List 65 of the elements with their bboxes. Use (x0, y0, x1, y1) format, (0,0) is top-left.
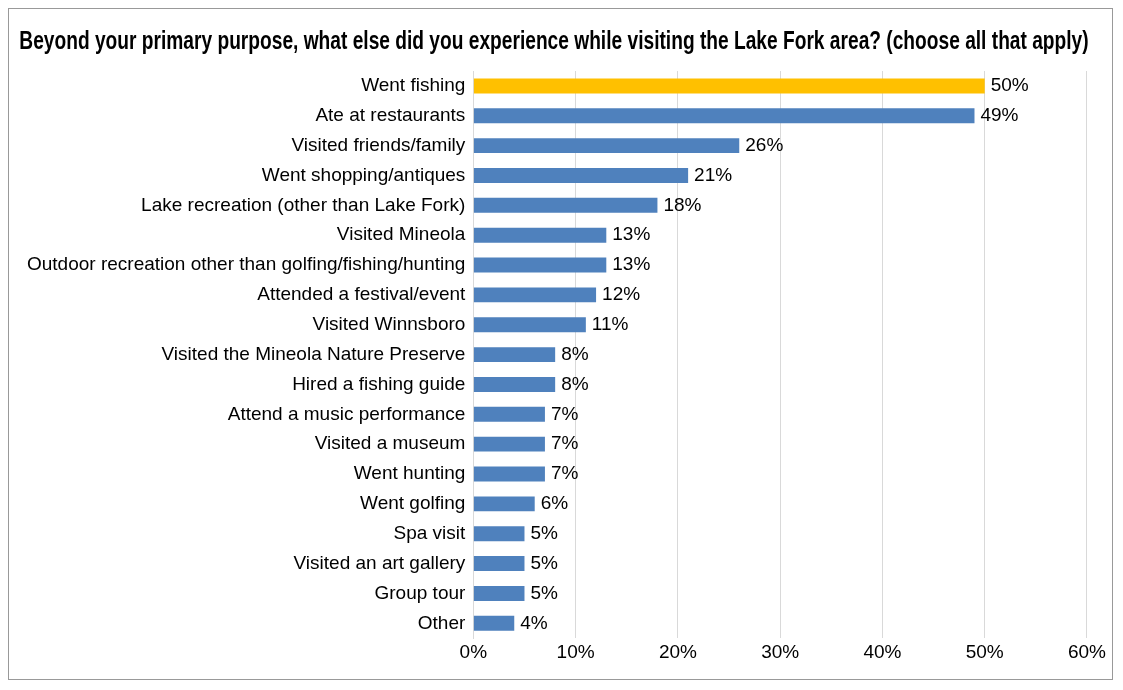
y-tick-label: Ate at restaurants (315, 104, 466, 126)
x-tick-label: 40% (863, 640, 902, 662)
bar (473, 526, 525, 542)
bar (473, 556, 525, 572)
y-tick-label: Attend a music performance (227, 402, 466, 424)
data-label: 13% (612, 223, 651, 245)
bar (473, 436, 545, 452)
y-tick-label: Visited a museum (314, 432, 466, 454)
bar (473, 376, 556, 392)
bar (473, 78, 985, 94)
y-tick-label: Outdoor recreation other than golfing/fishing/hunting (26, 253, 466, 275)
bar (473, 168, 689, 183)
y-tick-label: Went fishing (361, 74, 466, 96)
data-label: 50% (990, 74, 1029, 96)
bar (473, 317, 586, 333)
y-tick-label: Visited friends/family (291, 133, 466, 155)
bar (473, 227, 607, 243)
x-tick-label: 20% (658, 640, 698, 662)
data-label: 5% (530, 581, 559, 603)
bar (473, 287, 597, 303)
data-label: 5% (530, 551, 559, 573)
data-label: 7% (550, 432, 579, 454)
data-label: 8% (561, 342, 589, 364)
y-tick-label: Lake recreation (other than Lake Fork) (141, 193, 466, 215)
data-label: 6% (540, 492, 569, 514)
y-tick-label: Hired a fishing guide (292, 372, 466, 394)
bar (473, 406, 545, 422)
y-tick-label: Group tour (374, 581, 467, 603)
data-label: 5% (530, 521, 559, 543)
data-label: 7% (550, 402, 579, 424)
y-tick-label: Spa visit (393, 521, 467, 543)
data-label: 13% (612, 253, 651, 275)
bar (473, 347, 556, 363)
x-tick-label: 0% (459, 640, 488, 662)
data-label: 8% (561, 372, 589, 394)
y-tick-label: Attended a festival/event (257, 283, 467, 305)
bar (473, 615, 515, 631)
chart-title: Beyond your primary purpose, what else did you experience while visiting the Lake Fork area? (choose all that apply) (19, 26, 1089, 55)
x-tick-label: 60% (1067, 640, 1107, 662)
data-label: 4% (520, 611, 548, 633)
data-label: 26% (745, 133, 784, 155)
bar (473, 496, 535, 512)
bar (473, 585, 525, 601)
bar (473, 197, 658, 213)
data-label: 12% (602, 283, 641, 305)
bar (473, 257, 607, 273)
y-tick-label: Went shopping/antiques (261, 163, 466, 185)
data-label: 21% (694, 163, 733, 185)
data-label: 11% (591, 312, 629, 334)
y-tick-label: Visited an art gallery (293, 551, 466, 573)
y-tick-label: Went golfing (360, 492, 466, 514)
bar (473, 108, 975, 124)
y-tick-label: Other (417, 611, 467, 633)
x-tick-label: 10% (556, 640, 595, 662)
data-label: 7% (550, 462, 579, 484)
x-tick-label: 30% (761, 640, 800, 662)
x-tick-label: 50% (965, 640, 1004, 662)
bar (473, 466, 545, 482)
y-tick-label: Went hunting (353, 462, 466, 484)
y-tick-label: Visited Winnsboro (312, 312, 466, 334)
bar (473, 138, 740, 154)
data-label: 49% (980, 104, 1019, 126)
data-label: 18% (663, 193, 702, 215)
y-tick-label: Visited the Mineola Nature Preserve (161, 342, 466, 364)
y-tick-label: Visited Mineola (336, 223, 466, 245)
